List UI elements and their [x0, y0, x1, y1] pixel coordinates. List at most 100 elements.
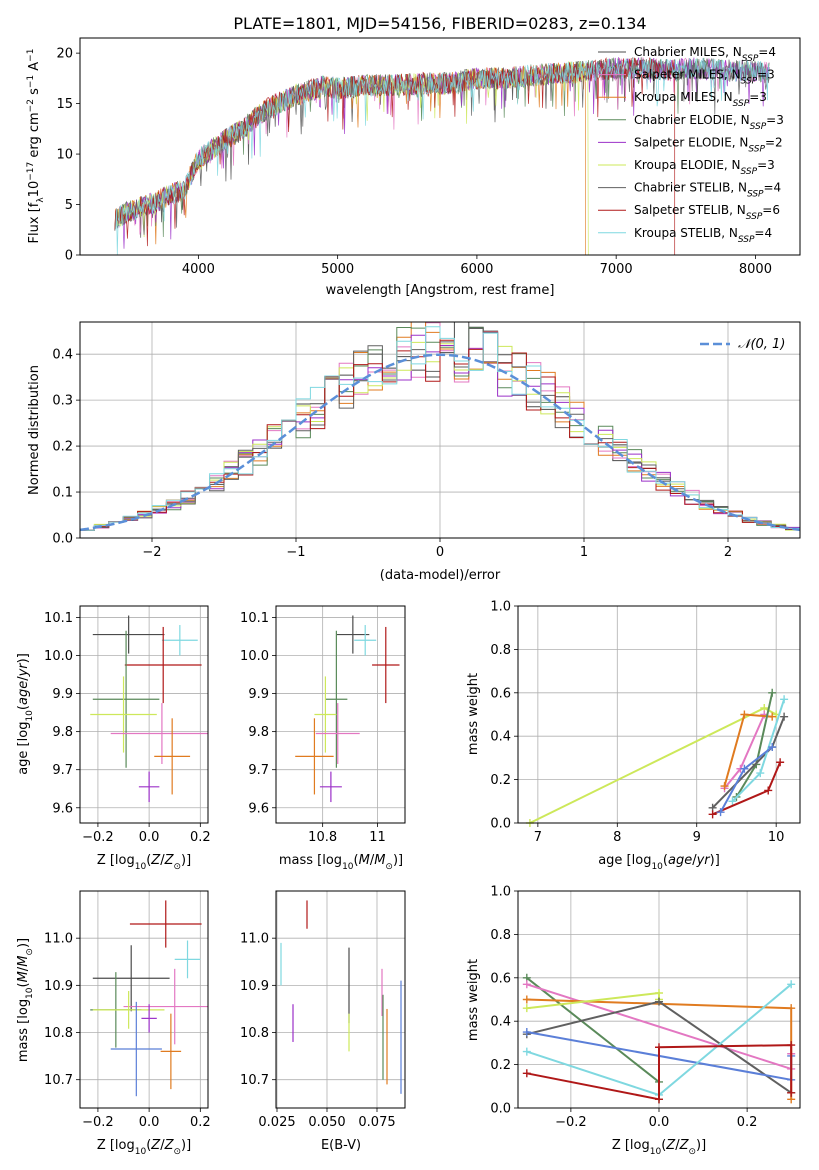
x-tick-label: −0.2 [82, 1115, 114, 1130]
weight-marker [655, 1095, 663, 1104]
weight-marker [768, 712, 777, 721]
mass-vs-z-panel: −0.2 0.0 0.2 10.7 10.8 10.9 11.0 Z [log10(Z/Z⊙)… [16, 890, 211, 1157]
axes-frame [79, 321, 801, 539]
y-tick-label: 15 [56, 97, 73, 112]
histogram-panel: −2 −1 0 1 2 0.0 0.1 0.2 0.3 0.4 𝒩(0, 1) (data-model… [27, 321, 801, 583]
weight-marker [787, 1041, 796, 1050]
legend-entry: Salpeter STELIB, NSSP=6 [634, 203, 780, 222]
legend-entry: Kroupa STELIB, NSSP=4 [634, 226, 772, 245]
y-tick-label: 9.8 [248, 725, 269, 740]
y-tick-label: 0.0 [490, 817, 511, 832]
y-tick-label: 0.2 [490, 1058, 511, 1073]
y-tick-label: 9.6 [248, 801, 269, 816]
x-tick-label: 1 [580, 545, 588, 560]
weight-marker [720, 782, 729, 791]
x-tick-label: −2 [142, 545, 161, 560]
y-tick-label: 0.8 [490, 928, 511, 943]
y-tick-label: 9.9 [248, 687, 269, 702]
y-axis-label: Flux [fλ10−17 erg cm−2 s−1 A−1 [26, 49, 46, 244]
y-tick-label: 10.0 [240, 649, 269, 664]
y-axis-label: mass weight [466, 673, 481, 755]
axes-frame [79, 37, 801, 256]
legend-entry: Salpeter MILES, NSSP=3 [634, 68, 775, 87]
x-tick-label: 0.050 [308, 1115, 345, 1130]
weight-marker [522, 995, 531, 1004]
y-tick-label: 10.7 [44, 1073, 73, 1088]
x-axis-label: Z [log10(Z/Z⊙)] [97, 1138, 191, 1157]
weight-marker [655, 997, 663, 1006]
legend-entry: Chabrier ELODIE, NSSP=3 [634, 113, 784, 132]
y-tick-label: 10.8 [240, 1026, 269, 1041]
y-tick-label: 0.2 [490, 773, 511, 788]
axes-frame [79, 605, 209, 824]
histogram-step-kroupa-stelib [80, 326, 800, 531]
y-axis-label: mass weight [466, 959, 481, 1041]
x-tick-label: 0.0 [139, 830, 160, 845]
x-axis-label: E(B-V) [321, 1138, 361, 1153]
weight-marker [522, 1069, 531, 1078]
weight-marker [756, 769, 765, 778]
y-tick-label: 1.0 [490, 885, 511, 900]
x-tick-label: 2 [724, 545, 732, 560]
x-tick-label: 10 [768, 830, 785, 845]
x-tick-label: −0.2 [82, 830, 114, 845]
legend-entry: Chabrier STELIB, NSSP=4 [634, 181, 781, 200]
figure-title: PLATE=1801, MJD=54156, FIBERID=0283, z=0… [233, 14, 646, 33]
y-tick-label: 5 [65, 198, 73, 213]
y-tick-label: 10.9 [240, 979, 269, 994]
weight-marker [768, 688, 777, 697]
weight-marker [787, 1088, 796, 1097]
x-tick-label: 0 [436, 545, 444, 560]
y-tick-label: 0.6 [490, 971, 511, 986]
weight-marker [740, 764, 749, 773]
x-tick-label: 0.2 [190, 1115, 211, 1130]
weight-marker [740, 710, 749, 719]
weight-vs-z-panel: −0.2 0.0 0.2 0.0 0.2 0.4 0.6 0.8 1.0 Z [log10(Z/Z… [466, 885, 801, 1157]
x-axis-label: Z [log10(Z/Z⊙)] [612, 1138, 706, 1157]
legend-entry: Chabrier MILES, NSSP=4 [634, 45, 776, 64]
mass-vs-ebv-panel: 0.025 0.050 0.075 10.7 10.8 10.9 11.0 E(B-V) [240, 890, 406, 1153]
legend-entry: Salpeter ELODIE, NSSP=2 [634, 135, 783, 154]
y-tick-label: 10.1 [240, 611, 269, 626]
x-tick-label: 8 [613, 830, 621, 845]
y-axis-label: mass [log10(M/M⊙)] [16, 938, 35, 1062]
y-tick-label: 11.0 [240, 932, 269, 947]
y-tick-label: 10 [56, 148, 73, 163]
axes-frame [517, 605, 801, 824]
axes-frame [275, 605, 406, 824]
x-tick-label: 0.2 [737, 1115, 758, 1130]
x-tick-label: 8000 [739, 262, 772, 277]
axes-frame [517, 890, 801, 1109]
x-axis-label: (data-model)/error [380, 568, 501, 583]
x-tick-label: 0.075 [358, 1115, 395, 1130]
weight-marker [655, 1043, 663, 1052]
y-tick-label: 0 [65, 249, 73, 264]
y-axis-label: age [log10(age/yr)] [16, 653, 35, 775]
weight-marker [522, 980, 531, 989]
weight-marker [776, 758, 785, 767]
x-tick-label: 4000 [182, 262, 215, 277]
y-tick-label: 0.1 [52, 486, 73, 501]
x-tick-label: 0.0 [139, 1115, 160, 1130]
y-tick-label: 0.2 [52, 440, 73, 455]
x-tick-label: −0.2 [555, 1115, 587, 1130]
axes-frame [79, 890, 209, 1109]
y-tick-label: 0.3 [52, 394, 73, 409]
axes-frame [275, 890, 406, 1109]
weight-marker [787, 1004, 796, 1013]
legend-entry: Kroupa ELODIE, NSSP=3 [634, 158, 775, 177]
y-tick-label: 9.8 [52, 725, 73, 740]
spectrum-line-kroupa-stelib [114, 57, 770, 255]
weight-vs-age-panel: 7 8 9 10 0.0 0.2 0.4 0.6 0.8 1.0 age [log10(age/yr… [466, 600, 801, 872]
x-tick-label: 0.0 [649, 1115, 670, 1130]
x-tick-label: 0.2 [190, 830, 211, 845]
y-tick-label: 0.4 [490, 1015, 511, 1030]
spectrum-panel: 4000 5000 6000 7000 8000 0 5 10 15 20 Chabrier MIL… [26, 37, 801, 298]
y-tick-label: 20 [56, 47, 73, 62]
age-vs-z-panel: −0.2 0.0 0.2 9.6 9.7 9.8 9.9 10.0 10.1 Z [log10(Z… [16, 605, 211, 872]
y-tick-label: 0.6 [490, 686, 511, 701]
y-tick-label: 9.7 [52, 763, 73, 778]
legend-entry: 𝒩(0, 1) [738, 337, 785, 352]
